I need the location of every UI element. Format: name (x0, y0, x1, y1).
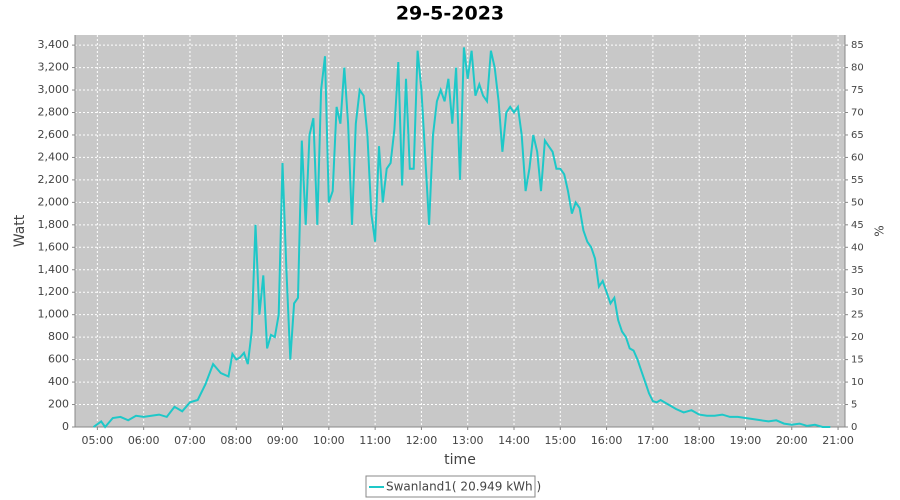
plot-area (75, 35, 845, 427)
y-tick-label: 0 (62, 420, 69, 433)
y2-tick-label: 55 (851, 175, 864, 186)
x-tick-label: 16:00 (591, 434, 623, 447)
y2-tick-label: 45 (851, 220, 864, 231)
y2-tick-label: 80 (851, 63, 864, 74)
x-tick-label: 14:00 (498, 434, 530, 447)
y-tick-label: 2,000 (38, 195, 70, 208)
y2-tick-label: 40 (851, 242, 864, 253)
y2-tick-label: 60 (851, 152, 864, 163)
chart-title: 29-5-2023 (396, 3, 504, 25)
x-tick-label: 10:00 (313, 434, 345, 447)
y-tick-label: 600 (48, 353, 69, 366)
x-tick-label: 07:00 (174, 434, 206, 447)
y2-tick-label: 0 (851, 422, 857, 433)
x-tick-label: 19:00 (730, 434, 762, 447)
y2-tick-label: 35 (851, 265, 864, 276)
y2-tick-label: 15 (851, 355, 864, 366)
x-tick-label: 05:00 (82, 434, 114, 447)
x-tick-label: 13:00 (452, 434, 484, 447)
y2-tick-label: 20 (851, 332, 864, 343)
legend-box (365, 475, 536, 498)
y2-tick-label: 25 (851, 310, 864, 321)
legend-label: Swanland1( 20.949 kWh ) (386, 480, 541, 494)
x-tick-label: 12:00 (406, 434, 438, 447)
x-tick-label: 09:00 (267, 434, 299, 447)
y-tick-label: 2,600 (38, 128, 70, 141)
x-tick-label: 06:00 (128, 434, 160, 447)
y-tick-label: 2,400 (38, 150, 70, 163)
y-tick-label: 1,600 (38, 240, 70, 253)
x-tick-label: 08:00 (220, 434, 252, 447)
x-tick-label: 21:00 (822, 434, 854, 447)
y2-tick-label: 10 (851, 377, 864, 388)
x-tick-label: 17:00 (637, 434, 669, 447)
x-axis-label: time (444, 452, 476, 468)
x-tick-label: 20:00 (776, 434, 808, 447)
x-tick-label: 15:00 (544, 434, 576, 447)
x-tick-label: 11:00 (359, 434, 391, 447)
y2-tick-label: 75 (851, 85, 864, 96)
y-tick-label: 3,200 (38, 61, 70, 74)
y-tick-label: 800 (48, 330, 69, 343)
y-axis-label: Watt (12, 214, 28, 247)
y2-tick-label: 5 (851, 400, 857, 411)
y2-axis-label: % (873, 225, 887, 236)
y2-tick-label: 85 (851, 40, 864, 51)
y-tick-label: 2,800 (38, 106, 70, 119)
y-tick-label: 400 (48, 375, 69, 388)
y-tick-label: 1,200 (38, 285, 70, 298)
y2-tick-label: 50 (851, 197, 864, 208)
y-tick-label: 1,800 (38, 218, 70, 231)
y-tick-label: 3,400 (38, 38, 70, 51)
y2-tick-label: 65 (851, 130, 864, 141)
y-tick-label: 1,000 (38, 308, 70, 321)
y-tick-label: 3,000 (38, 83, 70, 96)
y2-tick-label: 70 (851, 108, 864, 119)
y-tick-label: 1,400 (38, 263, 70, 276)
x-tick-label: 18:00 (683, 434, 715, 447)
y-tick-label: 200 (48, 398, 69, 411)
y2-tick-label: 30 (851, 287, 864, 298)
y-tick-label: 2,200 (38, 173, 70, 186)
line (92, 47, 831, 429)
